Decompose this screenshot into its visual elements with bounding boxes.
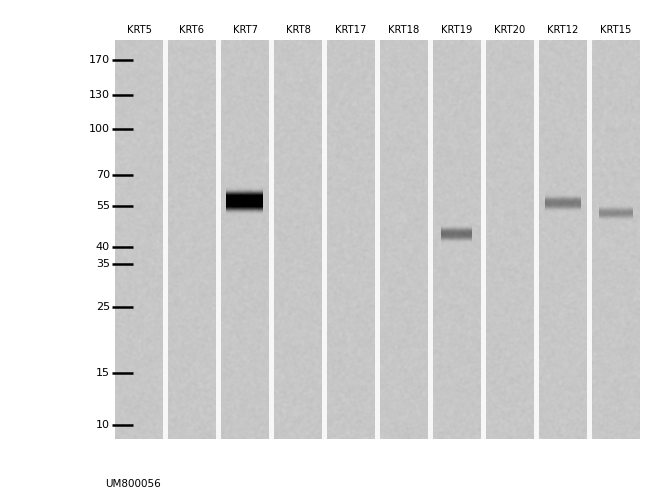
Text: KRT5: KRT5 [127,25,151,35]
Text: KRT6: KRT6 [179,25,205,35]
Text: KRT17: KRT17 [335,25,367,35]
Text: 170: 170 [89,55,110,65]
Text: 100: 100 [89,124,110,134]
Text: KRT8: KRT8 [285,25,311,35]
Text: KRT20: KRT20 [495,25,526,35]
Text: KRT12: KRT12 [547,25,578,35]
Text: 70: 70 [96,170,110,180]
Text: KRT15: KRT15 [601,25,632,35]
Text: 10: 10 [96,420,110,430]
Text: 25: 25 [96,302,110,312]
Text: KRT19: KRT19 [441,25,473,35]
Text: 55: 55 [96,201,110,211]
Text: 40: 40 [96,242,110,252]
Text: KRT7: KRT7 [233,25,257,35]
Text: 130: 130 [89,90,110,100]
Text: 35: 35 [96,259,110,269]
Text: KRT18: KRT18 [389,25,420,35]
Text: 15: 15 [96,368,110,378]
Text: UM800056: UM800056 [105,479,161,489]
